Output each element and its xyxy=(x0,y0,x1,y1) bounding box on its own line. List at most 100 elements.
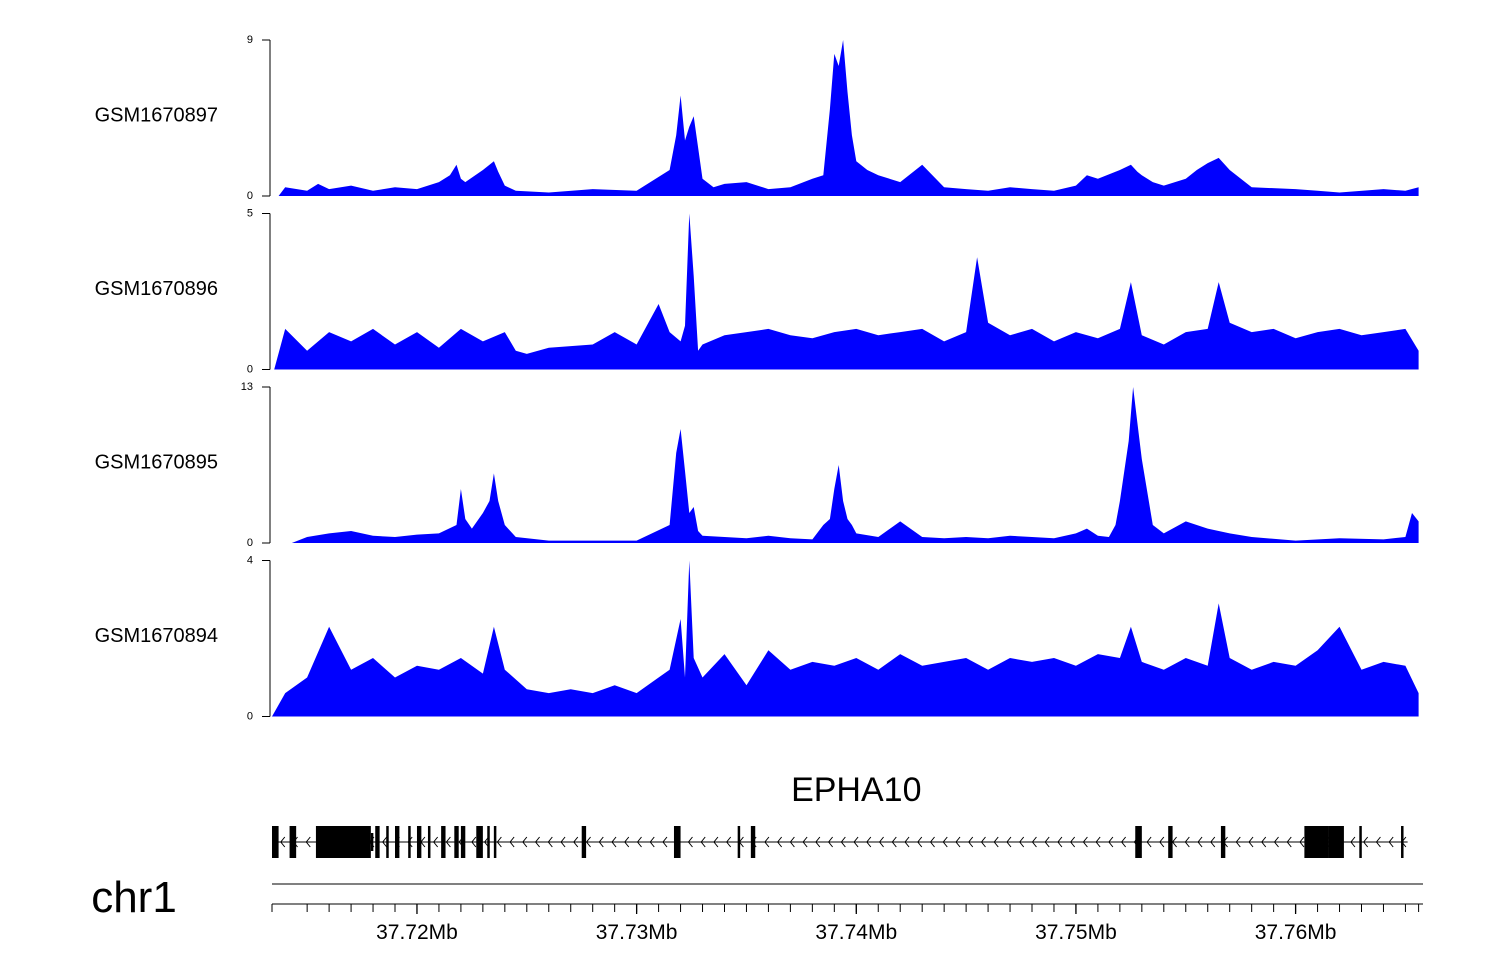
track-label: GSM1670897 xyxy=(95,104,218,126)
exon xyxy=(408,826,411,858)
y-max-label: 9 xyxy=(247,34,253,46)
strand-arrow xyxy=(929,836,935,848)
strand-arrow xyxy=(471,836,477,848)
track-label: GSM1670895 xyxy=(95,451,218,473)
exon xyxy=(1328,826,1344,858)
strand-arrow xyxy=(878,836,884,848)
strand-arrow xyxy=(891,836,897,848)
strand-arrow xyxy=(968,836,974,848)
strand-arrow xyxy=(993,836,999,848)
strand-arrow xyxy=(509,836,515,848)
track-label: GSM1670894 xyxy=(95,625,218,647)
y-min-label: 0 xyxy=(247,190,253,202)
coverage-area xyxy=(278,40,1419,196)
track-GSM1670896: GSM1670896 5 0 xyxy=(95,207,1419,375)
strand-arrow xyxy=(866,836,872,848)
strand-arrow xyxy=(789,836,795,848)
strand-arrow xyxy=(598,836,604,848)
exon xyxy=(1304,826,1329,858)
exon xyxy=(375,826,380,858)
strand-arrow xyxy=(904,836,910,848)
strand-arrow xyxy=(547,836,553,848)
strand-arrow xyxy=(1235,836,1241,848)
x-tick-label: 37.75Mb xyxy=(1035,921,1117,944)
y-max-label: 13 xyxy=(241,381,253,393)
track-GSM1670895: GSM1670895 13 0 xyxy=(95,381,1419,549)
exon xyxy=(1220,826,1226,858)
strand-arrow xyxy=(280,836,286,848)
strand-arrow xyxy=(1120,836,1127,848)
y-max-label: 5 xyxy=(247,207,253,219)
strand-arrow xyxy=(649,836,655,848)
exon xyxy=(1401,826,1404,858)
exon xyxy=(493,826,497,858)
strand-arrow xyxy=(305,836,311,848)
strand-arrow xyxy=(700,836,706,848)
strand-arrow xyxy=(1248,836,1254,848)
exon xyxy=(441,826,446,858)
strand-arrow xyxy=(624,836,630,848)
strand-arrow xyxy=(777,836,783,848)
exon xyxy=(395,826,400,858)
exon xyxy=(370,833,374,851)
chromosome-label: chr1 xyxy=(91,873,177,922)
strand-arrow xyxy=(382,836,388,848)
y-min-label: 0 xyxy=(247,537,253,549)
strand-arrow xyxy=(1286,836,1292,848)
coverage-tracks: GSM167089790GSM167089650GSM1670895130GSM… xyxy=(95,34,1419,722)
strand-arrow xyxy=(815,836,821,848)
strand-arrow xyxy=(585,836,591,848)
strand-arrow xyxy=(840,836,846,848)
y-max-label: 4 xyxy=(247,554,253,566)
strand-arrow xyxy=(1299,836,1305,848)
strand-arrow xyxy=(1184,836,1190,848)
strand-arrow xyxy=(1350,836,1356,848)
strand-arrow xyxy=(636,836,642,848)
x-tick-label: 37.74Mb xyxy=(815,921,897,944)
strand-arrow xyxy=(1095,836,1101,848)
exon xyxy=(315,826,371,858)
x-tick-label: 37.72Mb xyxy=(376,921,458,944)
strand-arrow xyxy=(853,836,859,848)
strand-arrow xyxy=(1108,836,1114,848)
coverage-area xyxy=(291,387,1419,543)
strand-arrow xyxy=(1019,836,1025,848)
strand-arrow xyxy=(1273,836,1279,848)
exon xyxy=(454,826,459,858)
strand-arrow xyxy=(1006,836,1012,848)
gene-model: EPHA10 xyxy=(272,771,1423,885)
exon xyxy=(427,826,431,858)
strand-arrow xyxy=(1057,836,1063,848)
exon xyxy=(737,826,741,858)
strand-arrow xyxy=(1210,836,1216,848)
strand-arrow xyxy=(522,836,528,848)
exon xyxy=(272,826,279,858)
exon xyxy=(1135,826,1142,858)
strand-arrow xyxy=(1044,836,1050,848)
exon xyxy=(1168,826,1173,858)
strand-arrow xyxy=(662,836,668,848)
strand-arrow xyxy=(445,836,451,848)
x-tick-label: 37.73Mb xyxy=(596,921,678,944)
strand-arrow xyxy=(955,836,961,848)
strand-arrow xyxy=(1159,836,1165,848)
exon xyxy=(581,826,587,858)
exon xyxy=(673,826,681,858)
exon xyxy=(416,826,422,858)
strand-arrow xyxy=(1197,836,1203,848)
exon xyxy=(750,826,756,858)
strand-arrow xyxy=(764,836,770,848)
strand-arrow xyxy=(496,836,502,848)
exon xyxy=(1359,826,1362,858)
track-GSM1670894: GSM1670894 4 0 xyxy=(95,554,1419,722)
strand-arrow xyxy=(560,836,566,848)
strand-arrow xyxy=(942,836,948,848)
coverage-area xyxy=(274,213,1419,370)
strand-arrow xyxy=(534,836,540,848)
strand-arrow xyxy=(713,836,719,848)
strand-arrow xyxy=(726,836,732,848)
strand-arrow xyxy=(1375,836,1381,848)
gene-label: EPHA10 xyxy=(791,771,921,809)
